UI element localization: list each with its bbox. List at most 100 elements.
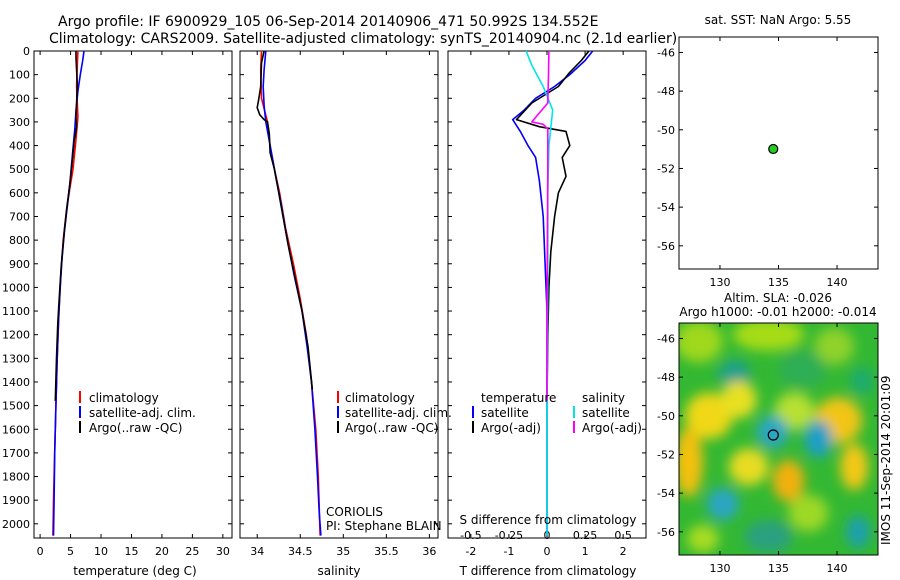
sst-map-title: sat. SST: NaN Argo: 5.55 <box>705 13 852 27</box>
x-tick-label: 20 <box>155 545 169 558</box>
heatmap-cell <box>756 415 789 449</box>
y-tick-label: 400 <box>9 140 30 153</box>
y-tick-label: -54 <box>657 201 675 214</box>
y-tick-label: 500 <box>9 163 30 176</box>
coriolis-label: CORIOLIS <box>326 505 383 519</box>
series-line <box>515 50 590 401</box>
heatmap-blobs <box>679 323 875 553</box>
legend-label: climatology <box>345 391 415 405</box>
x-tick-label: 5 <box>67 545 74 558</box>
y-tick-label: 0 <box>23 45 30 58</box>
y-tick-label: 600 <box>9 187 30 200</box>
heatmap-cell <box>840 443 869 491</box>
temperature-xlabel: temperature (deg C) <box>73 564 196 578</box>
heatmap-cell <box>814 327 855 365</box>
y-tick-label: -50 <box>657 124 675 137</box>
y-tick-label: 100 <box>9 69 30 82</box>
heatmap-cell <box>774 392 815 430</box>
y-tick-label: -48 <box>657 371 675 384</box>
sst-map-panel: 130 135 140 -46 -48 -50 -52 -54 -56 <box>657 36 879 289</box>
difference-xlabel-top: S difference from climatology <box>460 513 637 527</box>
legend-title-salinity: salinity <box>582 391 625 405</box>
y-tick-label: 1000 <box>2 281 30 294</box>
y-tick-label: -46 <box>657 46 675 59</box>
y-tick-label: -54 <box>657 487 675 500</box>
temperature-panel: 0100200300400500600700800900100011001200… <box>2 45 233 558</box>
y-tick-label: -56 <box>657 240 675 253</box>
x-tick-label: 15 <box>124 545 138 558</box>
y-tick-label: 1800 <box>2 471 30 484</box>
series-line <box>54 51 79 401</box>
y-tick-label: -52 <box>657 448 675 461</box>
x-tick-label: 130 <box>709 276 730 289</box>
x-tick-label: 2 <box>620 545 627 558</box>
x-tick-label: 140 <box>827 276 848 289</box>
y-tick-label: 200 <box>9 92 30 105</box>
x-tick-label-top: -0.25 <box>495 529 523 542</box>
x-tick-label: 135 <box>768 562 789 575</box>
difference-xlabel: T difference from climatology <box>459 564 637 578</box>
pi-label: PI: Stephane BLAIN <box>326 519 442 533</box>
y-tick-label: -50 <box>657 410 675 423</box>
salinity-frame <box>239 50 439 539</box>
heatmap-cell <box>706 487 739 521</box>
y-tick-label: 2000 <box>2 518 30 531</box>
heatmap-cell <box>744 520 793 553</box>
y-tick-label: 900 <box>9 258 30 271</box>
figure-title-line1: Argo profile: IF 6900929_105 06-Sep-2014… <box>58 14 598 30</box>
y-tick-label: -56 <box>657 526 675 539</box>
y-tick-label: -48 <box>657 85 675 98</box>
heatmap-cell <box>720 381 757 419</box>
legend-label: satellite <box>582 406 630 420</box>
y-tick-label: 700 <box>9 210 30 223</box>
argo-position-marker <box>768 143 779 155</box>
y-tick-label: 1400 <box>2 376 30 389</box>
legend-title-temperature: temperature <box>481 391 556 405</box>
y-tick-label: 800 <box>9 234 30 247</box>
series-line <box>256 50 314 390</box>
x-tick-label: 34 <box>250 545 264 558</box>
heatmap-cell <box>686 524 719 553</box>
legend-label: Argo(..raw -QC) <box>345 421 438 435</box>
x-tick-label: -2 <box>465 545 476 558</box>
difference-panel: -2 -1 0 1 2-0.5 -0.25 0 0.25 0.5 <box>447 50 647 558</box>
heatmap-cell <box>778 350 827 388</box>
y-tick-label: 1100 <box>2 305 30 318</box>
heatmap-field <box>679 323 878 555</box>
temperature-legend: climatology satellite-adj. clim. Argo(..… <box>79 391 196 435</box>
heatmap-cell <box>679 427 703 497</box>
x-tick-label-top: 0.5 <box>614 529 632 542</box>
x-tick-label: 30 <box>216 545 230 558</box>
y-tick-label: 1700 <box>2 447 30 460</box>
y-tick-label: -52 <box>657 162 675 175</box>
sst_map-frame <box>678 36 879 270</box>
imos-timestamp: IMOS 11-Sep-2014 20:01:09 <box>879 375 893 545</box>
legend-label: Argo(-adj) <box>582 421 642 435</box>
heatmap-cell <box>788 494 829 532</box>
x-tick-label-top: 0.25 <box>573 529 598 542</box>
y-tick-label: 1500 <box>2 400 30 413</box>
sla-map-panel: 130 135 140 -46 -48 -50 -52 -54 -56 <box>657 322 879 575</box>
salinity-xlabel: salinity <box>317 564 360 578</box>
x-tick-label: 0 <box>37 545 44 558</box>
series-line <box>531 50 550 401</box>
x-tick-label: 1 <box>582 545 589 558</box>
heatmap-cell <box>679 323 723 363</box>
sla-map-title-line1: Altim. SLA: -0.026 <box>724 291 832 305</box>
temperature-frame <box>33 50 233 539</box>
x-tick-label: 0 <box>544 545 551 558</box>
salinity-legend: climatology satellite-adj. clim. Argo(..… <box>337 391 452 435</box>
heatmap-cell <box>732 323 805 351</box>
y-tick-label: 1900 <box>2 494 30 507</box>
x-tick-label: 34.5 <box>288 545 313 558</box>
argo-position-marker <box>767 429 779 441</box>
x-tick-label: 130 <box>709 562 730 575</box>
legend-label: climatology <box>89 391 159 405</box>
heatmap-cell <box>772 459 805 502</box>
heatmap-cell <box>804 420 833 458</box>
x-tick-label: 10 <box>94 545 108 558</box>
y-tick-label: 1600 <box>2 423 30 436</box>
heatmap-cell <box>718 360 751 388</box>
salinity-panel: 34 34.5 35 35.5 36 <box>239 50 439 558</box>
